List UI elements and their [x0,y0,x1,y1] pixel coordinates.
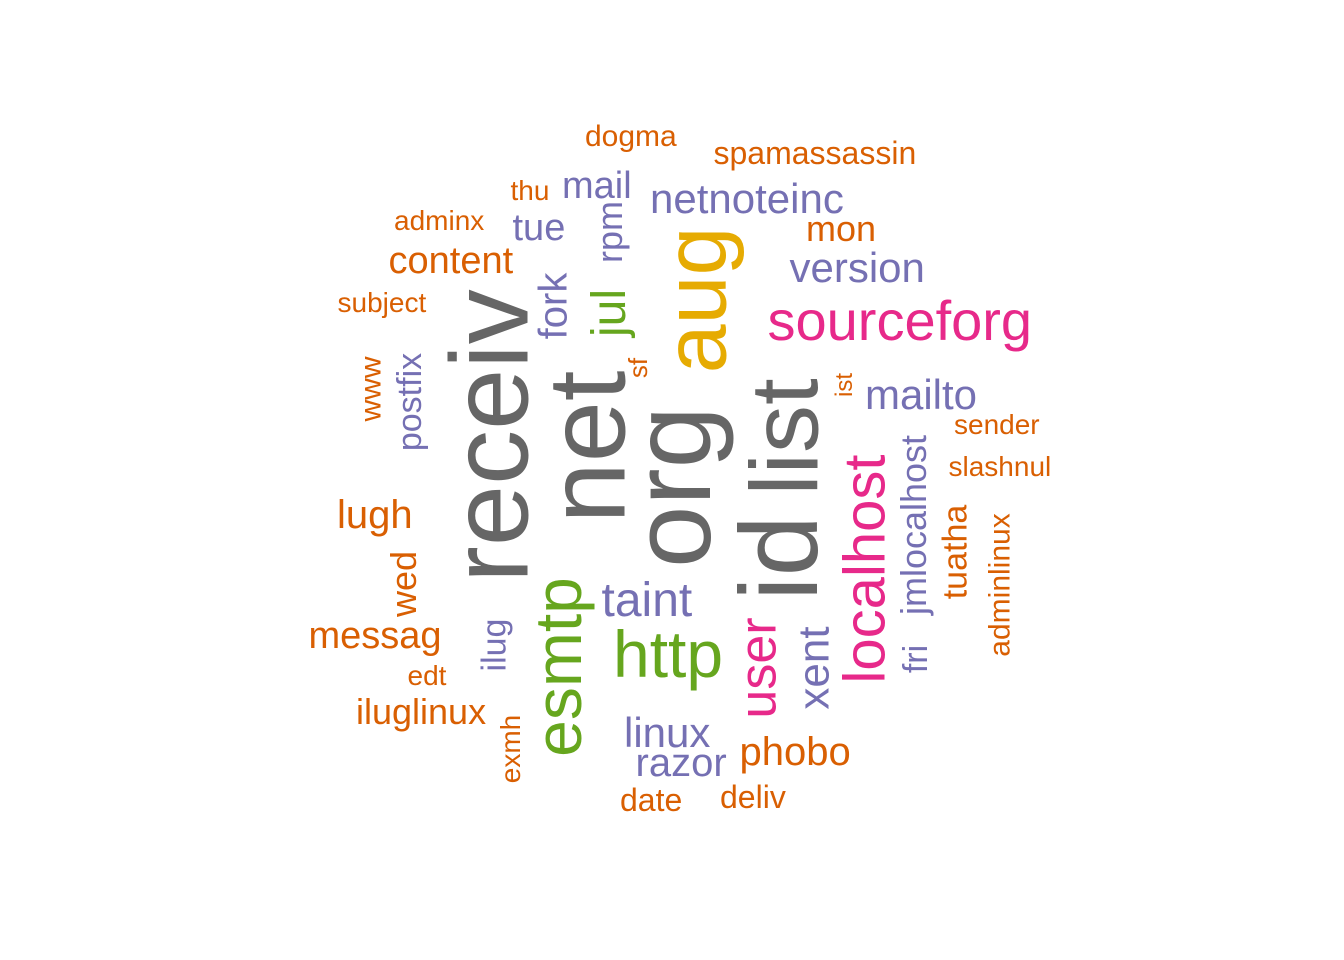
word-list: list [731,378,839,496]
word-linux: linux [624,709,711,756]
word-user: user [729,617,788,719]
word-http: http [613,617,724,691]
word-version: version [789,244,925,291]
word-org: org [608,406,734,568]
word-taint: taint [601,574,693,627]
word-mon: mon [806,208,877,249]
word-rpm: rpm [589,201,630,263]
word-deliv: deliv [720,779,786,815]
word-ist: ist [831,373,858,397]
word-adminx: adminx [394,205,485,236]
word-edt: edt [407,660,447,691]
word-tuatha: tuatha [935,504,974,600]
word-localhost: localhost [831,454,897,684]
word-phobo: phobo [739,730,851,774]
word-thu: thu [510,175,550,206]
word-lugh: lugh [337,493,413,537]
word-iluglinux: iluglinux [356,691,487,732]
word-messag: messag [308,615,442,657]
word-esmtp: esmtp [520,577,595,757]
word-sourceforg: sourceforg [767,289,1033,352]
word-mailto: mailto [865,371,978,418]
word-sf: sf [623,357,654,379]
word-netnoteinc: netnoteinc [650,175,844,222]
word-jmlocalhost: jmlocalhost [893,434,935,616]
word-adminlinux: adminlinux [983,513,1017,657]
word-aug: aug [644,226,744,374]
word-sender: sender [954,409,1040,440]
word-www: www [354,356,387,422]
word-xent: xent [789,626,839,710]
word-subject: subject [337,287,427,318]
word-slashnul: slashnul [948,451,1052,482]
word-postfix: postfix [391,352,430,452]
word-wed: wed [383,550,425,618]
word-date: date [620,782,683,818]
word-id: id [717,515,841,601]
word-exmh: exmh [495,714,527,784]
word-fri: fri [897,644,936,674]
word-razor: razor [635,741,727,785]
word-spamassassin: spamassassin [713,135,917,171]
word-dogma: dogma [585,120,677,153]
word-ilug: ilug [474,618,513,672]
word-content: content [388,240,514,282]
word-jul: jul [583,288,637,338]
word-tue: tue [512,207,566,249]
word-mail: mail [562,165,632,207]
